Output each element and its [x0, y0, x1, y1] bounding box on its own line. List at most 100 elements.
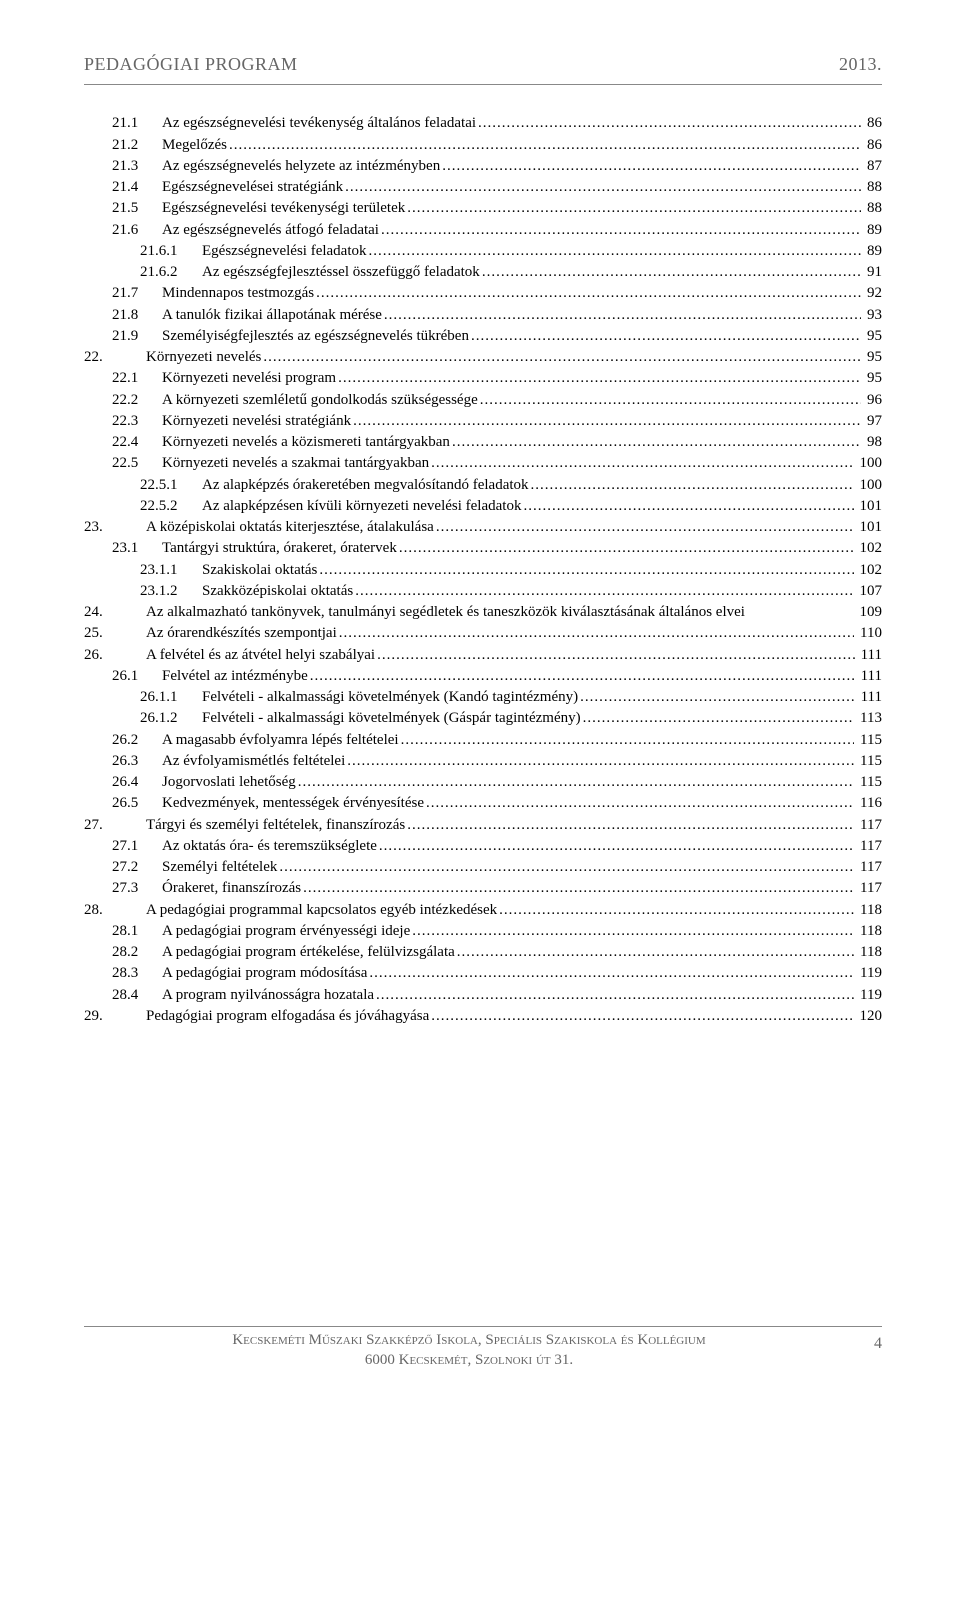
toc-leader-dots [347, 751, 854, 771]
toc-leader-dots [431, 453, 853, 473]
toc-page: 109 [856, 602, 883, 622]
toc-leader-dots [436, 517, 854, 537]
toc-leader-dots [583, 708, 854, 728]
toc-number: 28.4 [112, 985, 156, 1005]
header-right: 2013. [839, 52, 882, 76]
toc-entry: 22.4Környezeti nevelés a közismereti tan… [84, 432, 882, 452]
toc-number: 28.2 [112, 942, 156, 962]
toc-leader-dots [412, 921, 854, 941]
toc-page: 95 [863, 347, 882, 367]
toc-entry: 23.1.1Szakiskolai oktatás102 [84, 560, 882, 580]
toc-number: 26.1.1 [140, 687, 196, 707]
toc-leader-dots [478, 113, 861, 133]
toc-entry: 28.4A program nyilvánosságra hozatala 119 [84, 985, 882, 1005]
toc-page: 118 [856, 900, 882, 920]
toc-page: 88 [863, 177, 882, 197]
toc-leader-dots [298, 772, 854, 792]
toc-number: 21.6 [112, 220, 156, 240]
toc-number: 22.2 [112, 390, 156, 410]
toc-entry: 21.6.2Az egészségfejlesztéssel összefügg… [84, 262, 882, 282]
toc-number: 21.6.1 [140, 241, 196, 261]
toc-leader-dots [279, 857, 854, 877]
toc-number: 26.1.2 [140, 708, 196, 728]
toc-number: 26.4 [112, 772, 156, 792]
toc-page: 92 [863, 283, 882, 303]
toc-entry: 22.1Környezeti nevelési program95 [84, 368, 882, 388]
toc-page: 116 [856, 793, 882, 813]
toc-title: Az oktatás óra- és teremszükséglete [156, 836, 377, 856]
toc-entry: 21.1Az egészségnevelési tevékenység álta… [84, 113, 882, 133]
toc-leader-dots [431, 1006, 853, 1026]
toc-title: Mindennapos testmozgás [156, 283, 314, 303]
toc-entry: 22.5.1Az alapképzés órakeretében megvaló… [84, 475, 882, 495]
toc-entry: 24.Az alkalmazható tankönyvek, tanulmány… [84, 602, 882, 622]
toc-page: 117 [856, 836, 882, 856]
toc-number: 27.3 [112, 878, 156, 898]
toc-title: Az alkalmazható tankönyvek, tanulmányi s… [140, 602, 856, 622]
toc-leader-dots [580, 687, 854, 707]
toc-number: 22.5.1 [140, 475, 196, 495]
toc-page: 89 [863, 220, 882, 240]
toc-leader-dots [353, 411, 861, 431]
toc-entry: 23.A középiskolai oktatás kiterjesztése,… [84, 517, 882, 537]
toc-number: 21.4 [112, 177, 156, 197]
toc-title: A tanulók fizikai állapotának mérése [156, 305, 382, 325]
toc-leader-dots [381, 220, 861, 240]
toc-number: 26.2 [112, 730, 156, 750]
toc-number: 28.3 [112, 963, 156, 983]
toc-number: 26. [84, 645, 140, 665]
toc-entry: 22.Környezeti nevelés 95 [84, 347, 882, 367]
toc-title: Egészségnevelési tevékenységi területek [156, 198, 405, 218]
toc-page: 110 [856, 623, 882, 643]
table-of-contents: 21.1Az egészségnevelési tevékenység álta… [84, 113, 882, 1026]
toc-leader-dots [316, 283, 861, 303]
toc-leader-dots [369, 963, 854, 983]
toc-page: 115 [856, 751, 882, 771]
toc-entry: 26.2A magasabb évfolyamra lépés feltétel… [84, 730, 882, 750]
toc-page: 111 [857, 645, 882, 665]
toc-title: Egészségnevelési feladatok [196, 241, 367, 261]
toc-leader-dots [407, 198, 861, 218]
toc-page: 98 [863, 432, 882, 452]
toc-title: A pedagógiai program módosítása [156, 963, 367, 983]
toc-page: 120 [856, 1006, 883, 1026]
toc-page: 111 [857, 687, 882, 707]
toc-entry: 21.7Mindennapos testmozgás92 [84, 283, 882, 303]
toc-leader-dots [376, 985, 854, 1005]
toc-title: Egészségnevelései stratégiánk [156, 177, 343, 197]
toc-leader-dots [452, 432, 861, 452]
toc-entry: 26.1.2Felvételi - alkalmassági követelmé… [84, 708, 882, 728]
toc-title: Az évfolyamismétlés feltételei [156, 751, 345, 771]
toc-leader-dots [407, 815, 854, 835]
toc-leader-dots [480, 390, 861, 410]
toc-title: A program nyilvánosságra hozatala [156, 985, 374, 1005]
toc-page: 119 [856, 963, 882, 983]
toc-leader-dots [339, 623, 854, 643]
toc-title: Személyi feltételek [156, 857, 277, 877]
toc-page: 88 [863, 198, 882, 218]
toc-title: Az egészségnevelés átfogó feladatai [156, 220, 379, 240]
toc-entry: 28.1A pedagógiai program érvényességi id… [84, 921, 882, 941]
toc-number: 21.9 [112, 326, 156, 346]
toc-number: 21.6.2 [140, 262, 196, 282]
toc-page: 119 [856, 985, 882, 1005]
toc-number: 26.3 [112, 751, 156, 771]
toc-title: A környezeti szemléletű gondolkodás szük… [156, 390, 478, 410]
toc-title: Az órarendkészítés szempontjai [140, 623, 337, 643]
toc-page: 100 [856, 475, 883, 495]
toc-title: Környezeti nevelés [140, 347, 261, 367]
toc-page: 102 [856, 560, 883, 580]
toc-leader-dots [229, 135, 861, 155]
toc-number: 21.3 [112, 156, 156, 176]
toc-page: 102 [856, 538, 883, 558]
toc-number: 27.1 [112, 836, 156, 856]
toc-entry: 23.1Tantárgyi struktúra, órakeret, órate… [84, 538, 882, 558]
toc-title: Órakeret, finanszírozás [156, 878, 301, 898]
toc-number: 29. [84, 1006, 140, 1026]
toc-title: Az alapképzés órakeretében megvalósítand… [196, 475, 529, 495]
toc-number: 22. [84, 347, 140, 367]
toc-entry: 28.A pedagógiai programmal kapcsolatos e… [84, 900, 882, 920]
footer-line2: 6000 Kecskemét, Szolnoki út 31. [84, 1351, 854, 1371]
footer-institution: Kecskeméti Műszaki Szakképző Iskola, Spe… [84, 1331, 854, 1370]
toc-number: 28. [84, 900, 140, 920]
